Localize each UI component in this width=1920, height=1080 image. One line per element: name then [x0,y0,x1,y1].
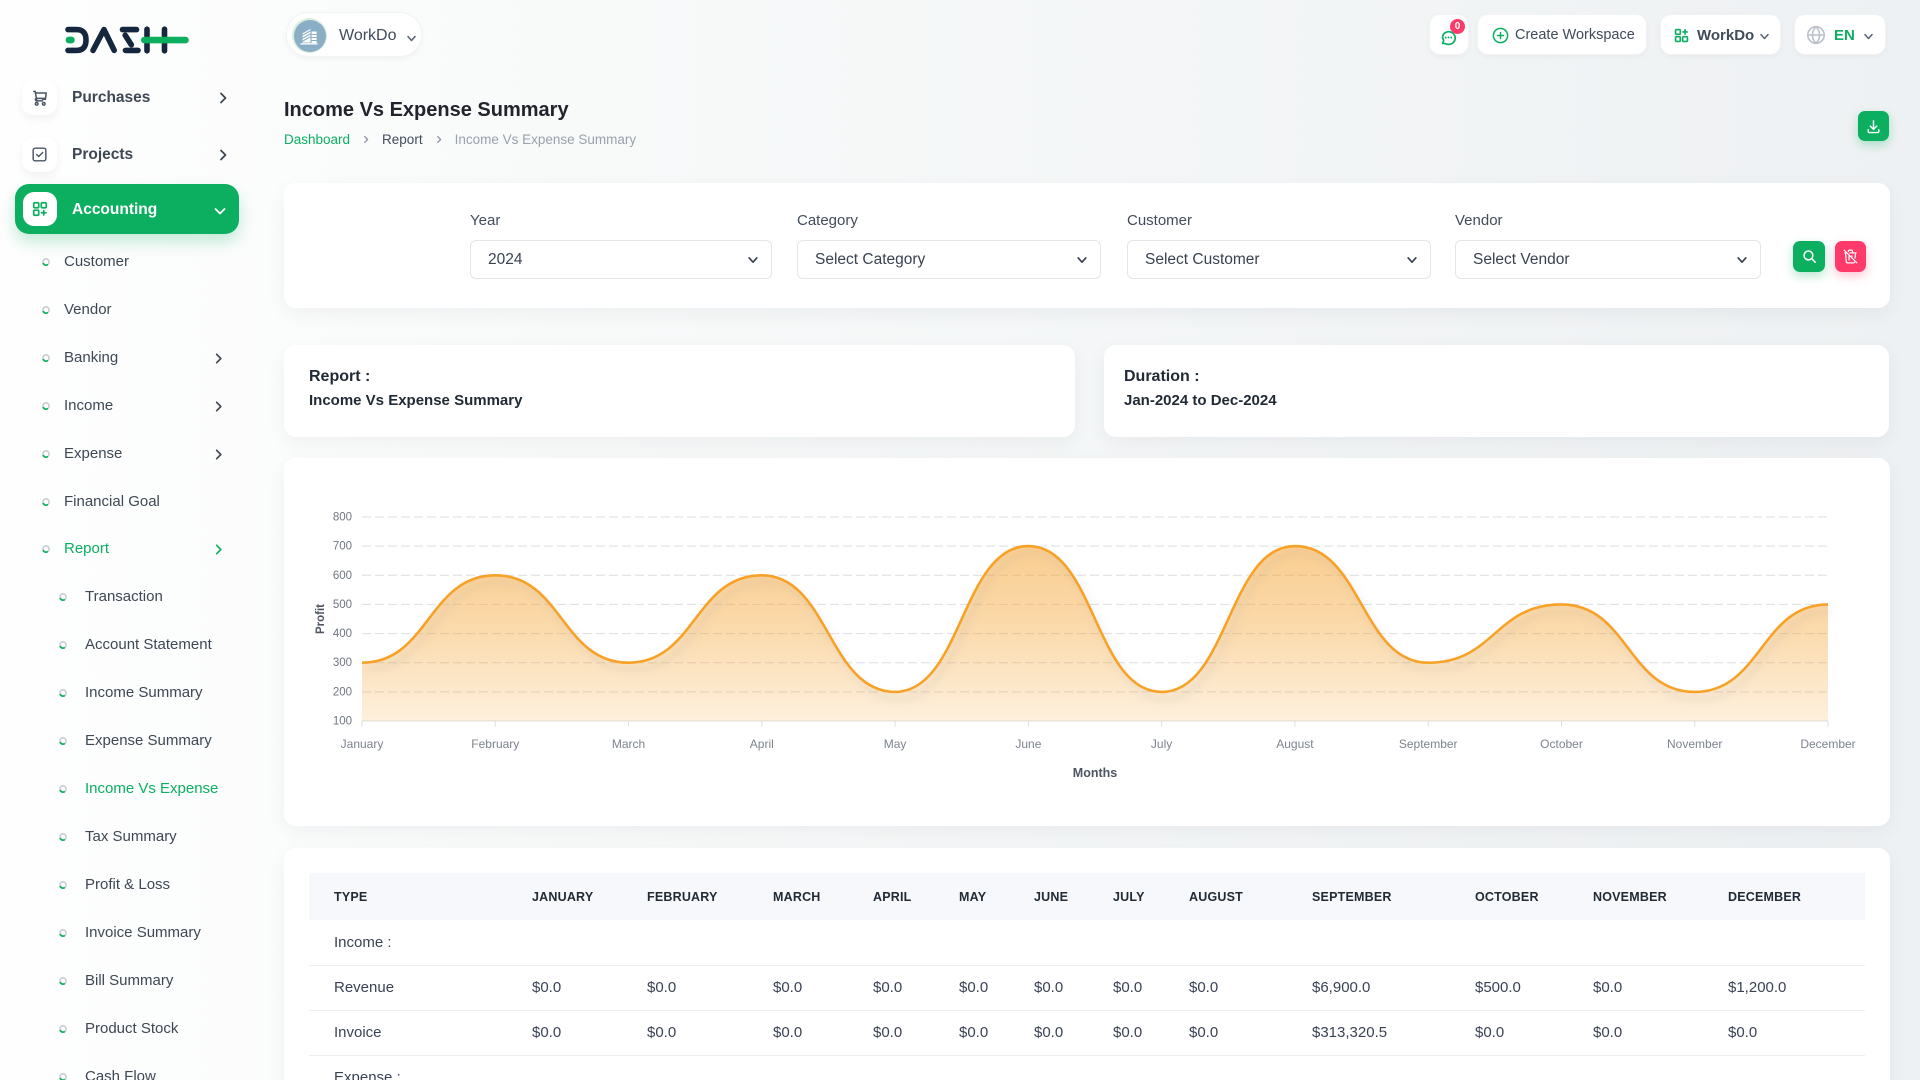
svg-text:July: July [1151,737,1172,751]
svg-text:Profit: Profit [315,604,327,634]
svg-text:March: March [612,737,645,751]
svg-text:September: September [1399,737,1458,751]
svg-text:January: January [341,737,384,751]
svg-text:February: February [471,737,519,751]
svg-text:800: 800 [333,512,352,524]
svg-text:Months: Months [1073,766,1117,780]
svg-text:November: November [1667,737,1722,751]
svg-text:500: 500 [333,599,352,611]
svg-text:300: 300 [333,657,352,669]
svg-text:December: December [1800,737,1855,751]
svg-text:August: August [1276,737,1314,751]
svg-text:May: May [884,737,907,751]
svg-text:June: June [1015,737,1041,751]
svg-text:October: October [1540,737,1583,751]
svg-text:April: April [750,737,774,751]
svg-text:700: 700 [333,541,352,553]
svg-text:100: 100 [333,716,352,728]
svg-text:600: 600 [333,570,352,582]
svg-text:200: 200 [333,686,352,698]
svg-text:400: 400 [333,628,352,640]
